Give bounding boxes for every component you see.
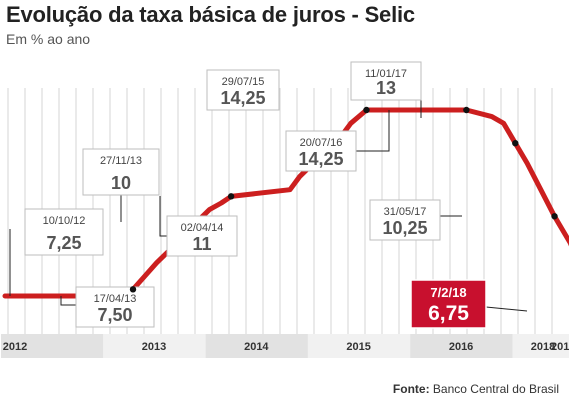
data-point-marker [512,140,519,147]
data-point-marker [129,286,137,293]
annotation-date: 31/05/17 [384,206,427,218]
year-label: 2016 [449,341,473,353]
annotation-leader [60,296,76,306]
annotation-date: 7/2/18 [430,285,466,300]
year-label: 2018 [531,341,555,353]
annotation: 7/2/18 6,75 [410,279,528,329]
year-band [1,334,104,358]
year-band [307,334,411,358]
annotation-value: 11 [192,234,211,254]
year-label: 2014 [244,341,269,353]
year-band [205,334,308,358]
source-text: Banco Central do Brasil [432,382,559,396]
year-label: 2013 [142,341,166,353]
annotation: 10/10/12 7,25 [9,208,104,300]
annotation-date: 29/07/15 [222,76,265,88]
annotation-date: 17/04/13 [94,293,137,305]
year-band [103,334,206,358]
annotations-group: 10/10/12 7,25 17/04/137,50 27/11/13 10 02/04/… [9,61,558,329]
annotation-date: 10/10/12 [43,215,86,227]
source-credit: Fonte: Banco Central do Brasil [393,382,559,396]
annotation-value: 7,25 [46,233,81,253]
year-label: 2012 [3,341,27,353]
annotation-date: 02/04/14 [181,222,224,234]
year-band [410,334,513,358]
data-point-marker [463,106,470,114]
annotation-value: 6,75 [428,302,469,325]
annotation-box [369,199,441,241]
annotation-box [410,279,487,329]
year-band [512,334,569,358]
annotation-value: 14,25 [298,149,343,169]
annotation-box [166,215,238,257]
annotation-box [75,286,155,328]
annotation-leader [485,306,528,312]
annotation-value: 13 [376,78,396,98]
annotation-leader [356,110,390,152]
annotation-box [350,61,422,101]
annotation-value: 10,25 [382,218,427,238]
annotation-box [285,130,357,172]
annotation-leader [159,196,167,237]
annotation-value: 14,25 [220,88,265,108]
annotation-box [206,69,280,111]
annotation-value: 7,50 [97,305,132,325]
annotation-date: 20/07/16 [300,137,343,149]
annotation-box [24,208,104,256]
data-point-marker [227,193,235,200]
data-point-marker [363,106,370,114]
year-label: 2017 [551,341,569,353]
annotation: 17/04/137,50 [60,286,155,328]
annotation-date: 27/11/13 [100,155,142,167]
annotation-box [82,148,160,196]
annotation-value: 10 [111,173,131,193]
annotation-date: 11/01/17 [365,68,407,80]
year-label: 2015 [346,341,370,353]
source-label: Fonte: [392,382,430,396]
chart-title: Evolução da taxa básica de juros - Selic [6,2,415,27]
x-axis-year-labels: 2012 2013 2014 2015 2016 20172018 [3,341,569,353]
chart-subtitle: Em % ao ano [6,31,91,47]
year-bands [1,334,569,358]
data-point-marker [551,213,558,220]
annotation: 27/11/13 10 [82,148,199,227]
